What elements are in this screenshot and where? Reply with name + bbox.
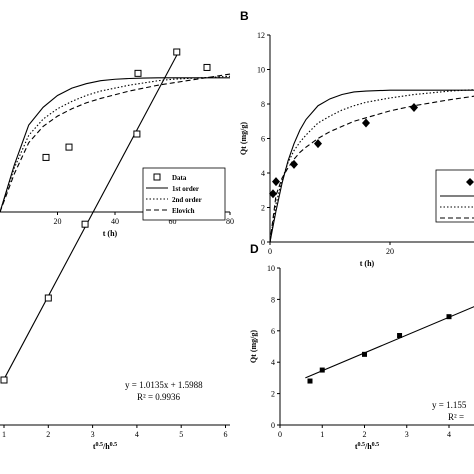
data-point bbox=[290, 159, 298, 169]
x-axis-label: t (h) bbox=[360, 259, 375, 268]
series-line-elovich bbox=[269, 95, 474, 243]
y-tick-label: 4 bbox=[271, 358, 275, 367]
x-tick-label: 4 bbox=[135, 430, 139, 439]
y-tick-label: 8 bbox=[261, 100, 265, 109]
legend-marker bbox=[466, 178, 474, 186]
y-tick-label: 12 bbox=[257, 31, 265, 40]
x-tick-label: 40 bbox=[111, 217, 119, 226]
x-tick-label: 2 bbox=[363, 430, 367, 439]
x-tick-label: 4 bbox=[447, 430, 451, 439]
x-axis-label-sup: 0.5 bbox=[96, 442, 104, 448]
data-point bbox=[81, 220, 89, 228]
x-tick-label: 3 bbox=[91, 430, 95, 439]
y-tick-label: 10 bbox=[267, 264, 275, 273]
x-tick-label: 3 bbox=[405, 430, 409, 439]
y-tick-label: 0 bbox=[271, 421, 275, 430]
y-axis-label: Qt (mg/g) bbox=[249, 330, 258, 363]
fit-r-squared: R² = 0.9936 bbox=[137, 392, 181, 402]
y-tick-label: 8 bbox=[271, 295, 275, 304]
y-tick-label: 2 bbox=[271, 390, 275, 399]
data-point bbox=[42, 153, 50, 161]
data-point bbox=[319, 367, 325, 373]
x-tick-label: 6 bbox=[224, 430, 228, 439]
x-axis-label-mid: /h bbox=[102, 442, 110, 451]
panel-a: 20 40 60 80 t (h) Data 1st order 2nd order Elovi… bbox=[0, 63, 234, 238]
x-tick-label: 20 bbox=[54, 217, 62, 226]
series-line-elovich bbox=[0, 73, 231, 213]
x-axis-label: t0.5/h0.5 bbox=[355, 442, 379, 451]
x-tick-label: 20 bbox=[386, 247, 394, 256]
x-axis-label-main: t bbox=[355, 442, 358, 451]
fit-equation: y = 1.0135x + 1.5988 bbox=[125, 380, 203, 390]
data-point bbox=[133, 130, 141, 138]
series-line-2nd-order bbox=[0, 75, 231, 213]
x-tick-label: 0 bbox=[278, 430, 282, 439]
data-point bbox=[44, 294, 52, 302]
legend-label: Elovich bbox=[172, 207, 195, 215]
panel-label: D bbox=[250, 242, 259, 256]
x-axis-label: t0.5/h0.5 bbox=[93, 442, 117, 451]
x-axis-label-sup: 0.5 bbox=[358, 442, 366, 448]
y-tick-label: 4 bbox=[261, 169, 265, 178]
data-point bbox=[0, 376, 8, 384]
data-point bbox=[314, 139, 322, 149]
x-axis-label-sup: 0.5 bbox=[372, 442, 380, 448]
data-point bbox=[173, 48, 181, 56]
x-tick-label: 0 bbox=[268, 247, 272, 256]
series-line-1st-order bbox=[269, 89, 474, 243]
series-line-fit bbox=[305, 306, 474, 379]
fit-equation: y = 1.155 bbox=[432, 400, 467, 410]
fit-r-squared: R² = bbox=[448, 412, 464, 422]
data-point bbox=[362, 351, 367, 357]
y-tick-label: 0 bbox=[261, 238, 265, 247]
legend-label: Data bbox=[172, 174, 187, 182]
data-point bbox=[362, 118, 370, 128]
x-tick-label: 1 bbox=[2, 430, 6, 439]
x-tick-label: 1 bbox=[320, 430, 324, 439]
y-tick-label: 6 bbox=[271, 327, 275, 336]
data-point bbox=[397, 333, 403, 339]
data-point bbox=[307, 378, 313, 384]
data-point bbox=[269, 189, 277, 199]
data-point bbox=[203, 63, 211, 71]
x-axis-label: t (h) bbox=[103, 229, 118, 238]
series-line-fit bbox=[3, 55, 178, 380]
x-axis-label-main: t bbox=[93, 442, 96, 451]
y-tick-label: 2 bbox=[261, 204, 265, 213]
x-tick-label: 2 bbox=[46, 430, 50, 439]
x-tick-label: 60 bbox=[169, 217, 177, 226]
y-tick-label: 6 bbox=[261, 135, 265, 144]
data-point bbox=[446, 314, 452, 320]
series-line-2nd-order bbox=[269, 89, 474, 243]
x-axis-label-sup: 0.5 bbox=[110, 442, 118, 448]
legend-label: 1st order bbox=[172, 185, 199, 193]
x-axis-label-mid: /h bbox=[364, 442, 372, 451]
panel-b: 0204060024681012t (h)Qt (mg/g)BData bbox=[239, 9, 474, 268]
data-point bbox=[272, 177, 280, 187]
legend-marker bbox=[153, 173, 161, 181]
data-point bbox=[134, 69, 142, 77]
x-tick-label: 80 bbox=[226, 217, 234, 226]
panel-label: B bbox=[240, 9, 249, 23]
data-point bbox=[410, 102, 418, 112]
y-axis-label: Qt (mg/g) bbox=[239, 122, 248, 155]
y-tick-label: 10 bbox=[257, 66, 265, 75]
data-point bbox=[65, 143, 73, 151]
legend-label: 2nd order bbox=[172, 196, 202, 204]
x-tick-label: 5 bbox=[179, 430, 183, 439]
